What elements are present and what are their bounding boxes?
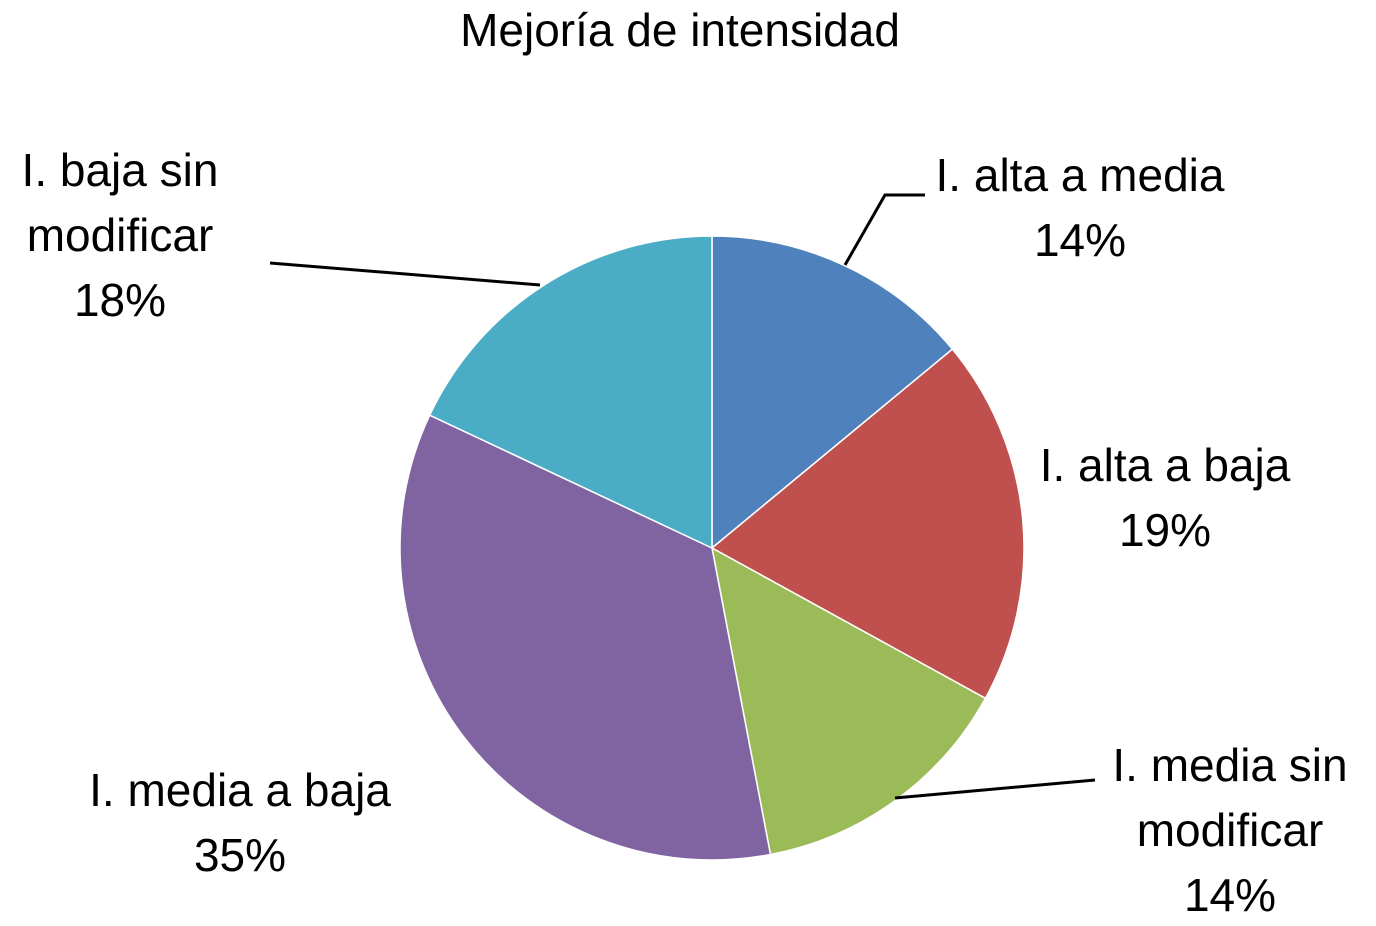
pie-slice	[399, 414, 772, 861]
data-label: I. media sin modificar 14%	[1085, 733, 1375, 926]
data-label: I. alta a baja 19%	[1010, 433, 1320, 563]
data-label: I. alta a media 14%	[930, 143, 1230, 273]
category-label: I. alta a media	[935, 149, 1225, 201]
data-label: I. baja sin modificar 18%	[0, 138, 240, 333]
leader-line	[269, 261, 541, 287]
pie-slice	[711, 235, 954, 550]
value-label: 19%	[1118, 504, 1212, 556]
leader-line	[843, 193, 925, 266]
value-label: 14%	[1033, 214, 1127, 266]
data-label: I. media a baja 35%	[50, 758, 430, 888]
category-label: I. media a baja	[89, 764, 391, 816]
value-label: 14%	[1183, 869, 1277, 921]
category-label: I. baja sin modificar	[21, 144, 219, 261]
leader-line	[894, 778, 1096, 800]
leader-lines	[269, 193, 1096, 800]
pie-slice	[710, 348, 1025, 700]
pie-slice	[428, 235, 713, 550]
value-label: 35%	[193, 829, 287, 881]
value-label: 18%	[73, 274, 167, 326]
chart-title: Mejoría de intensidad	[460, 4, 900, 56]
category-label: I. alta a baja	[1039, 439, 1291, 491]
pie-slice	[710, 546, 987, 856]
category-label: I. media sin modificar	[1112, 739, 1348, 856]
